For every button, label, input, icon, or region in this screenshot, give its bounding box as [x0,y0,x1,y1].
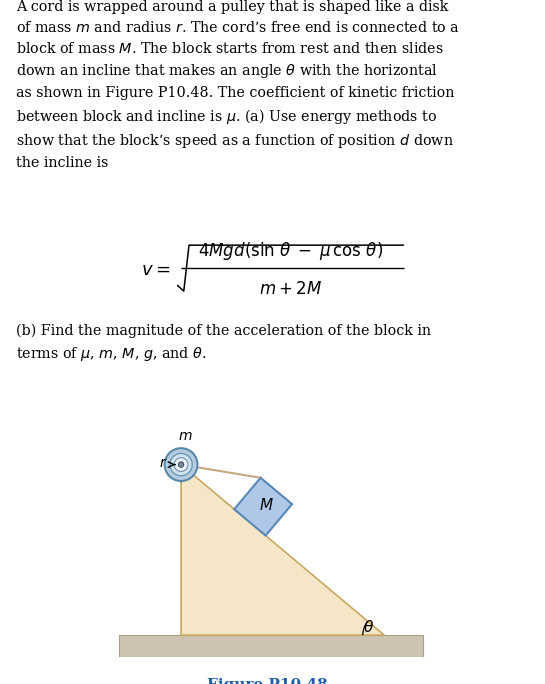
Text: (b) Find the magnitude of the acceleration of the block in
terms of $\mu$, $m$, : (b) Find the magnitude of the accelerati… [16,324,431,363]
Polygon shape [118,635,423,657]
Polygon shape [234,477,292,536]
Polygon shape [167,464,195,482]
Circle shape [178,462,184,467]
Text: $\theta$: $\theta$ [362,618,374,635]
Text: $v =$: $v =$ [141,261,171,279]
Circle shape [165,448,197,481]
Text: Figure P10.48: Figure P10.48 [207,678,328,684]
Text: A cord is wrapped around a pulley that is shaped like a disk
of mass $m$ and rad: A cord is wrapped around a pulley that i… [16,0,461,170]
Text: $r$: $r$ [159,456,167,470]
Circle shape [174,458,188,471]
Text: $M$: $M$ [259,497,274,513]
Text: $m + 2M$: $m + 2M$ [259,280,323,298]
Text: $m$: $m$ [178,430,192,443]
Polygon shape [181,464,384,635]
Circle shape [170,453,192,476]
Text: $4Mgd(\sin\,\theta\;-\;\mu\,\cos\,\theta)$: $4Mgd(\sin\,\theta\;-\;\mu\,\cos\,\theta… [198,240,384,262]
